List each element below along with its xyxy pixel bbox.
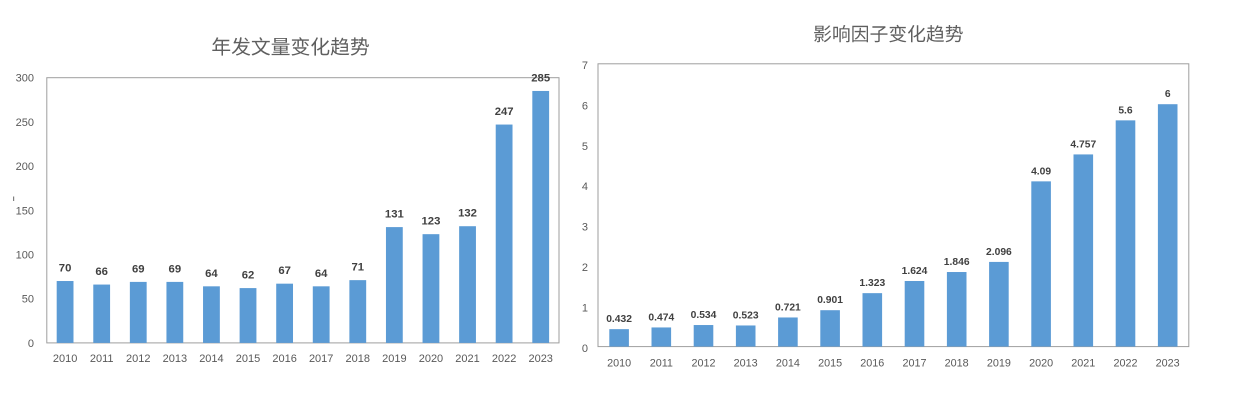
svg-text:3: 3: [582, 222, 588, 234]
svg-text:2014: 2014: [199, 353, 223, 365]
svg-text:1.846: 1.846: [944, 257, 970, 268]
svg-text:4.09: 4.09: [1031, 166, 1051, 177]
svg-text:1.323: 1.323: [859, 278, 885, 289]
svg-text:6: 6: [582, 100, 588, 112]
svg-text:1.624: 1.624: [902, 266, 928, 277]
svg-text:300: 300: [16, 73, 34, 85]
svg-text:2016: 2016: [860, 357, 884, 369]
svg-text:2023: 2023: [1156, 357, 1180, 369]
svg-text:123: 123: [422, 216, 441, 228]
svg-text:2013: 2013: [163, 353, 187, 365]
svg-text:0: 0: [28, 338, 34, 350]
svg-text:71: 71: [351, 262, 364, 274]
svg-text:247: 247: [495, 106, 514, 118]
svg-text:64: 64: [205, 268, 218, 280]
svg-text:200: 200: [16, 161, 34, 173]
svg-text:67: 67: [278, 265, 291, 277]
svg-text:285: 285: [531, 72, 550, 84]
svg-text:0.474: 0.474: [648, 312, 674, 323]
svg-text:2010: 2010: [53, 353, 77, 365]
svg-text:2022: 2022: [1113, 357, 1137, 369]
svg-text:2020: 2020: [419, 353, 443, 365]
svg-text:132: 132: [458, 208, 477, 220]
svg-text:2012: 2012: [126, 353, 150, 365]
svg-text:69: 69: [132, 263, 145, 275]
svg-text:2011: 2011: [650, 357, 673, 369]
svg-text:4: 4: [582, 181, 588, 193]
svg-text:50: 50: [22, 294, 34, 306]
svg-text:131: 131: [385, 209, 404, 221]
svg-text:2014: 2014: [776, 357, 800, 369]
svg-text:2010: 2010: [607, 357, 631, 369]
svg-text:2021: 2021: [1071, 357, 1095, 369]
svg-text:2021: 2021: [455, 353, 479, 365]
svg-text:2023: 2023: [528, 353, 552, 365]
svg-text:2018: 2018: [346, 353, 370, 365]
svg-text:2.096: 2.096: [986, 247, 1012, 258]
svg-text:2020: 2020: [1029, 357, 1053, 369]
svg-text:0.523: 0.523: [733, 310, 759, 321]
svg-text:2019: 2019: [987, 357, 1011, 369]
svg-text:5.6: 5.6: [1118, 105, 1133, 116]
svg-text:66: 66: [95, 266, 108, 278]
svg-text:4.757: 4.757: [1070, 139, 1096, 150]
svg-text:0.534: 0.534: [691, 310, 717, 321]
svg-text:0: 0: [582, 343, 588, 355]
svg-text:5: 5: [582, 141, 588, 153]
svg-text:2013: 2013: [734, 357, 758, 369]
svg-text:2017: 2017: [309, 353, 333, 365]
svg-text:62: 62: [242, 270, 255, 282]
svg-text:100: 100: [16, 250, 34, 262]
svg-text:2019: 2019: [382, 353, 406, 365]
svg-text:2015: 2015: [818, 357, 842, 369]
svg-text:0.901: 0.901: [817, 295, 843, 306]
svg-text:2017: 2017: [902, 357, 926, 369]
svg-text:2015: 2015: [236, 353, 260, 365]
svg-text:6: 6: [1165, 89, 1171, 100]
svg-text:150: 150: [16, 205, 34, 217]
svg-text:70: 70: [59, 263, 72, 275]
svg-text:69: 69: [169, 263, 182, 275]
svg-text:2016: 2016: [272, 353, 296, 365]
svg-text:2: 2: [582, 262, 588, 274]
svg-text:0.432: 0.432: [606, 314, 632, 325]
svg-text:2018: 2018: [945, 357, 969, 369]
svg-text:250: 250: [16, 117, 34, 129]
svg-text:2012: 2012: [691, 357, 715, 369]
svg-text:64: 64: [315, 268, 328, 280]
svg-text:1: 1: [582, 302, 588, 314]
svg-text:2011: 2011: [90, 353, 114, 365]
svg-text:2022: 2022: [492, 353, 516, 365]
svg-text:7: 7: [582, 60, 588, 72]
svg-text:0.721: 0.721: [775, 302, 801, 313]
